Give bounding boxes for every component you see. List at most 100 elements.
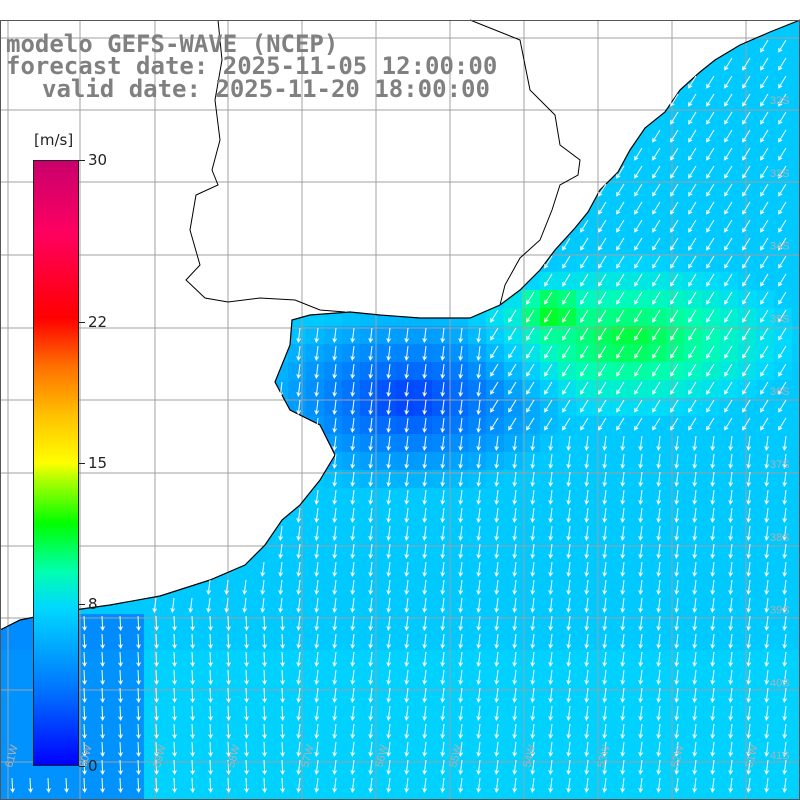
latitude-label: 32S [770, 95, 790, 107]
wind-arrow [706, 381, 715, 395]
wind-arrow [742, 327, 751, 341]
wind-arrow [350, 507, 356, 523]
wind-arrow [422, 345, 428, 361]
wind-arrow [710, 651, 716, 667]
wind-arrow [742, 111, 751, 125]
wind-arrow [64, 777, 69, 794]
wind-arrow [562, 291, 571, 305]
map-title-forecast-date: forecast date: 2025-11-05 12:00:00 [6, 52, 498, 80]
wind-arrow [476, 687, 482, 703]
wind-arrow [598, 345, 607, 359]
wind-arrow [368, 327, 374, 343]
wind-arrow [688, 399, 697, 413]
wind-arrow [82, 633, 87, 650]
wind-arrow [634, 255, 643, 269]
wind-arrow [296, 633, 302, 649]
wind-arrow [670, 129, 679, 143]
wind-arrow [566, 777, 572, 793]
wind-arrow [724, 219, 733, 233]
wind-arrow [332, 633, 338, 649]
wind-arrow [314, 597, 320, 613]
wind-arrow [602, 489, 608, 505]
wind-arrow [692, 669, 698, 685]
wind-arrow [314, 489, 320, 505]
wind-arrow [692, 453, 698, 469]
wind-arrow [782, 453, 788, 469]
wind-arrow [566, 471, 572, 487]
wind-arrow [350, 633, 356, 649]
wind-arrow [386, 399, 392, 415]
wind-arrow [652, 381, 661, 395]
wind-arrow [280, 669, 285, 686]
wind-arrow [386, 723, 392, 739]
wind-arrow [172, 651, 177, 668]
wind-arrow [530, 507, 536, 523]
wind-arrow [724, 201, 733, 215]
wind-arrow [46, 777, 51, 794]
wind-arrow [512, 633, 518, 649]
wind-arrow [782, 723, 788, 739]
wind-arrow [332, 741, 338, 757]
wind-arrow [494, 705, 500, 721]
wind-arrow [262, 669, 267, 686]
wind-arrow [656, 687, 662, 703]
wind-arrow [100, 723, 105, 740]
wind-arrow [692, 651, 698, 667]
wind-arrow [440, 561, 446, 577]
wind-arrow [190, 615, 195, 632]
wind-arrow [566, 489, 572, 505]
wind-arrow [526, 417, 535, 431]
wind-arrow [616, 219, 625, 233]
wind-arrow [706, 165, 715, 179]
wind-arrow [728, 669, 734, 685]
wind-arrow [544, 399, 553, 413]
wind-arrow [224, 597, 230, 613]
wind-arrow [386, 363, 392, 379]
wind-arrow [764, 525, 770, 541]
wind-arrow [404, 363, 410, 379]
wind-arrow [638, 507, 644, 523]
wind-arrow [136, 759, 141, 776]
wind-arrow [616, 237, 625, 251]
wind-arrow [118, 633, 123, 650]
wind-arrow [278, 543, 284, 559]
wind-arrow [670, 183, 679, 197]
wind-arrow [670, 399, 679, 413]
wind-arrow [404, 651, 410, 667]
wind-arrow [638, 705, 644, 721]
wind-arrow [760, 417, 769, 431]
wind-arrow [724, 147, 733, 161]
wind-arrow [656, 507, 662, 523]
wind-arrow [742, 255, 751, 269]
wind-arrow [638, 471, 644, 487]
wind-arrow [476, 669, 482, 685]
wind-arrow [710, 489, 716, 505]
wind-arrow [190, 633, 195, 650]
latitude-label: 41S [770, 750, 790, 762]
wind-arrows [10, 39, 788, 794]
wind-arrow [584, 633, 590, 649]
wind-arrow [476, 651, 482, 667]
wind-arrow [350, 579, 356, 595]
wind-arrow [386, 759, 392, 775]
wind-arrow [526, 327, 535, 341]
wind-arrow [616, 363, 625, 377]
wind-arrow [508, 345, 517, 359]
wind-arrow [656, 579, 662, 595]
wind-arrow [566, 705, 572, 721]
wind-arrow [368, 399, 374, 415]
wind-arrow [530, 597, 536, 613]
wind-arrow [136, 615, 141, 632]
wind-arrow [598, 237, 607, 251]
wind-arrow [602, 651, 608, 667]
wind-arrow [172, 615, 177, 632]
wind-arrow [602, 687, 608, 703]
wind-arrow [760, 363, 769, 377]
wind-arrow [226, 741, 231, 758]
wind-arrow [512, 453, 518, 469]
wind-arrow [782, 489, 788, 505]
wind-arrow [422, 417, 428, 433]
wind-arrow [764, 741, 770, 757]
graticule [0, 20, 800, 800]
wind-arrow [634, 399, 643, 413]
